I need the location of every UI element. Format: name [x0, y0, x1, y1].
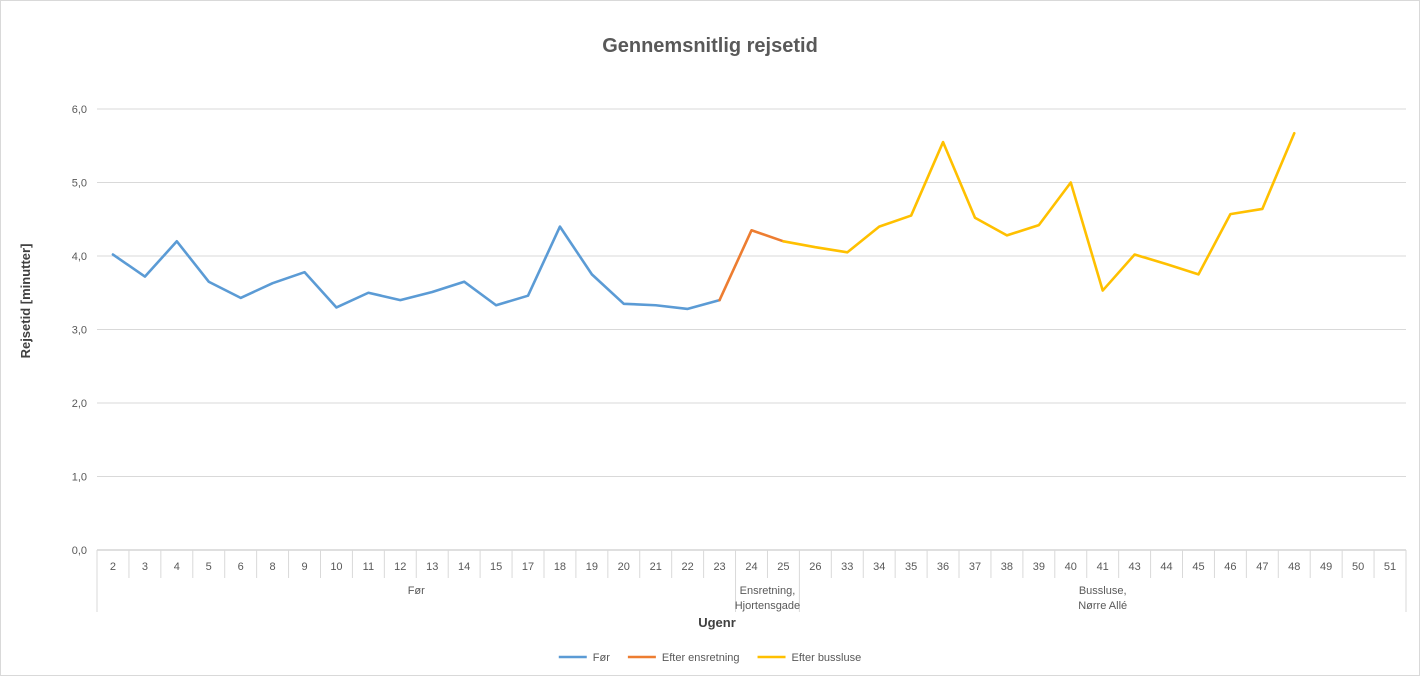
legend-label: Efter bussluse [792, 652, 862, 664]
x-group-label: Hjortensgade [735, 600, 800, 612]
x-tick-label: 34 [873, 561, 885, 573]
x-tick-label: 14 [458, 561, 470, 573]
x-group-label: Bussluse, [1079, 585, 1127, 597]
x-tick-label: 21 [650, 561, 662, 573]
x-tick-label: 19 [586, 561, 598, 573]
x-group-label: Nørre Allé [1078, 600, 1127, 612]
series-lines [111, 131, 1296, 311]
x-tick-label: 51 [1384, 561, 1396, 573]
x-axis: 2 3 4 5 6 8 9 10 11 12 13 14 15 17 18 19 20 21 22 23 24 25 26 3… [96, 550, 1407, 612]
gridlines [97, 108, 1406, 551]
x-tick-label: 18 [554, 561, 566, 573]
y-tick-label: 5,0 [72, 178, 87, 190]
x-tick-label: 20 [618, 561, 630, 573]
x-tick-label: 47 [1256, 561, 1268, 573]
chart-title: Gennemsnitlig rejsetid [602, 35, 818, 57]
x-tick-label: 26 [809, 561, 821, 573]
x-tick-label: 23 [713, 561, 725, 573]
series-line [718, 228, 785, 302]
x-tick-label: 35 [905, 561, 917, 573]
x-tick-label: 38 [1001, 561, 1013, 573]
y-tick-label: 0,0 [72, 545, 87, 557]
x-group-label: Ensretning, [740, 585, 796, 597]
x-tick-label: 41 [1097, 561, 1109, 573]
x-tick-label: 15 [490, 561, 502, 573]
x-tick-label: 43 [1128, 561, 1140, 573]
x-tick-label: 49 [1320, 561, 1332, 573]
x-tick-label: 45 [1192, 561, 1204, 573]
x-tick-label: 5 [206, 561, 212, 573]
x-tick-label: 24 [745, 561, 757, 573]
series-line [111, 225, 721, 311]
x-tick-label: 6 [238, 561, 244, 573]
x-tick-label: 10 [330, 561, 342, 573]
legend-label: Efter ensretning [662, 652, 740, 664]
x-tick-label: 25 [777, 561, 789, 573]
y-tick-label: 4,0 [72, 251, 87, 263]
x-tick-label: 17 [522, 561, 534, 573]
x-tick-label: 39 [1033, 561, 1045, 573]
y-tick-label: 3,0 [72, 325, 87, 337]
legend: Før Efter ensretning Efter bussluse [558, 652, 862, 664]
x-tick-label: 13 [426, 561, 438, 573]
x-tick-label: 33 [841, 561, 853, 573]
x-tick-label: 22 [682, 561, 694, 573]
series-line [782, 131, 1296, 292]
y-tick-label: 6,0 [72, 104, 87, 116]
x-tick-label: 48 [1288, 561, 1300, 573]
x-axis-title: Ugenr [698, 615, 736, 630]
x-tick-label: 37 [969, 561, 981, 573]
x-tick-label: 2 [110, 561, 116, 573]
x-tick-label: 40 [1065, 561, 1077, 573]
x-group-label: Før [408, 585, 425, 597]
y-axis-title: Rejsetid [minutter] [18, 244, 33, 359]
x-tick-label: 36 [937, 561, 949, 573]
y-tick-label: 2,0 [72, 398, 87, 410]
x-tick-label: 3 [142, 561, 148, 573]
legend-label: Før [593, 652, 610, 664]
x-tick-label: 11 [363, 561, 374, 573]
x-tick-label: 46 [1224, 561, 1236, 573]
x-tick-label: 44 [1160, 561, 1172, 573]
y-axis-ticks: 0,0 1,0 2,0 3,0 4,0 5,0 6,0 [72, 104, 87, 557]
y-tick-label: 1,0 [72, 472, 87, 484]
x-tick-label: 8 [270, 561, 276, 573]
x-tick-label: 12 [394, 561, 406, 573]
x-tick-label: 9 [301, 561, 307, 573]
x-tick-label: 50 [1352, 561, 1364, 573]
x-tick-label: 4 [174, 561, 180, 573]
